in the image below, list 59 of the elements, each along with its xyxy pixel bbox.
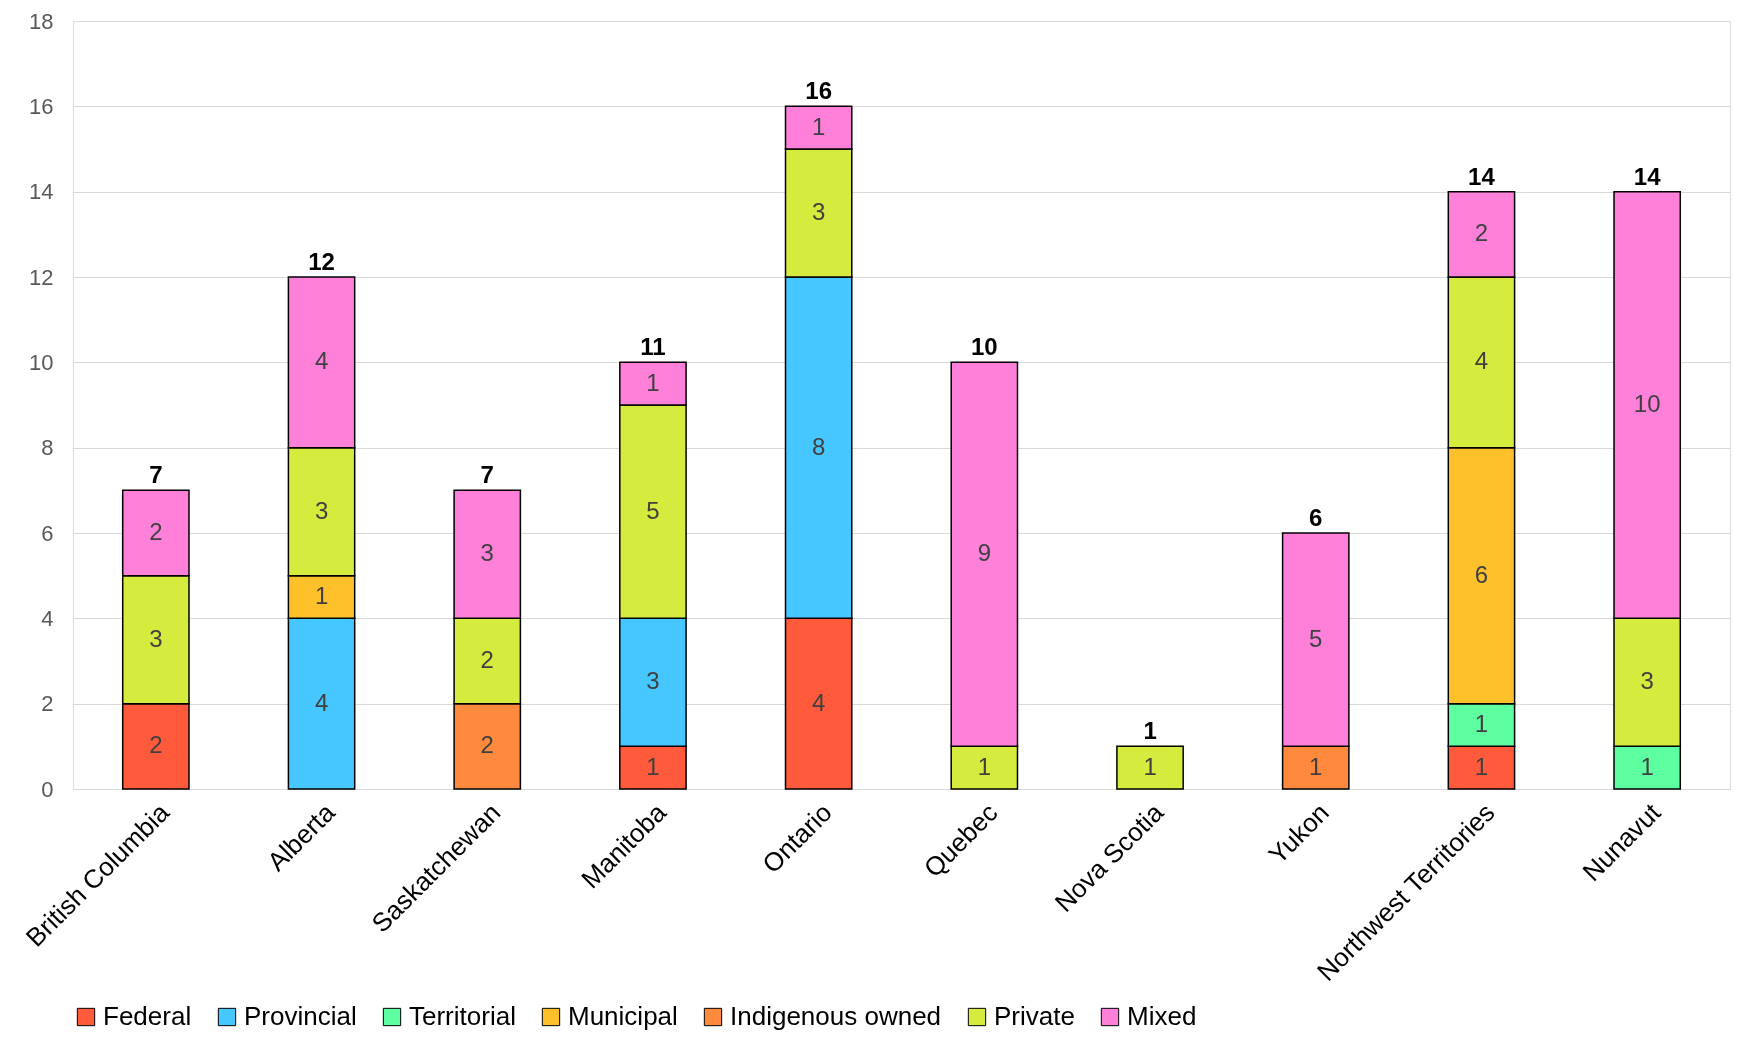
y-tick-label: 10	[29, 349, 54, 375]
y-tick-label: 0	[41, 776, 54, 802]
data-label: 1	[811, 112, 826, 140]
data-label: 4	[1474, 347, 1489, 375]
legend-label: Mixed	[1127, 1001, 1197, 1031]
legend-label: Municipal	[568, 1001, 678, 1031]
y-tick-label: 4	[41, 605, 54, 631]
total-label: 6	[1309, 504, 1323, 531]
total-label: 14	[1633, 162, 1662, 190]
data-label: 8	[811, 432, 826, 460]
data-label: 6	[1474, 560, 1489, 588]
total-label: 12	[308, 248, 335, 275]
data-label: 1	[1474, 710, 1489, 737]
data-label: 1	[1640, 752, 1654, 780]
y-tick-label: 12	[29, 264, 54, 290]
total-label: 14	[1468, 162, 1496, 190]
legend-label: Indigenous owned	[730, 1001, 942, 1031]
data-label: 1	[1309, 752, 1323, 780]
data-label: 3	[314, 496, 329, 524]
data-label: 5	[1309, 624, 1323, 652]
y-tick-label: 6	[41, 520, 54, 546]
data-label: 4	[811, 688, 826, 716]
data-label: 3	[646, 667, 660, 695]
data-label: 2	[149, 518, 163, 545]
legend-label: Private	[994, 1001, 1075, 1031]
data-label: 1	[646, 752, 660, 780]
data-label: 1	[1474, 752, 1489, 780]
data-label: 2	[480, 731, 494, 759]
data-label: 3	[149, 624, 163, 652]
data-label: 1	[314, 582, 329, 609]
legend-label: Provincial	[244, 1001, 357, 1031]
data-label: 9	[977, 539, 992, 567]
data-label: 5	[646, 496, 660, 524]
data-label: 2	[480, 646, 494, 673]
data-label: 3	[1640, 667, 1654, 695]
data-label: 3	[811, 198, 826, 225]
total-label: 10	[971, 333, 998, 361]
data-label: 1	[1143, 752, 1157, 780]
total-label: 7	[149, 461, 163, 489]
data-label: 2	[1474, 219, 1489, 247]
y-tick-label: 16	[29, 93, 54, 119]
total-label: 16	[805, 77, 832, 105]
total-label: 11	[640, 333, 666, 361]
y-tick-label: 8	[41, 435, 54, 461]
data-label: 2	[149, 731, 163, 759]
data-label: 4	[314, 688, 329, 716]
legend-label: Federal	[103, 1001, 192, 1031]
legend-label: Territorial	[409, 1001, 516, 1031]
data-label: 3	[480, 539, 494, 567]
data-label: 1	[646, 368, 660, 396]
total-label: 7	[480, 461, 494, 489]
data-label: 1	[977, 752, 992, 780]
y-tick-label: 18	[29, 8, 54, 34]
data-label: 10	[1633, 390, 1661, 417]
y-tick-label: 14	[29, 179, 54, 205]
total-label: 1	[1143, 717, 1157, 745]
data-label: 4	[314, 347, 329, 375]
y-tick-label: 2	[41, 691, 54, 717]
bar	[1116, 745, 1184, 790]
